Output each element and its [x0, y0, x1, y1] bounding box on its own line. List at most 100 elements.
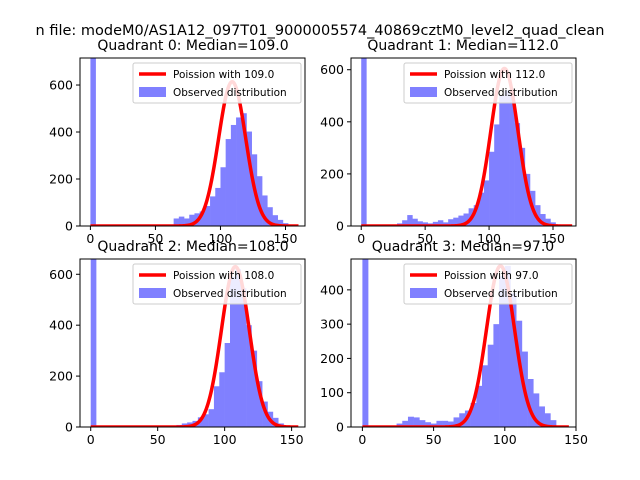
- histogram-bar: [476, 385, 483, 427]
- subplot-title: Quadrant 1: Median=112.0: [367, 38, 558, 54]
- histogram-bar: [90, 259, 97, 427]
- legend-line-label: Poission with 108.0: [173, 270, 274, 282]
- histogram-bar: [178, 216, 185, 226]
- histogram-bar: [504, 90, 510, 226]
- y-tick-label: 200: [320, 166, 344, 181]
- y-tick-label: 400: [320, 114, 344, 129]
- subplot-quadrant-3: Quadrant 3: Median=97.0 0 50 100 150 0 100 200…: [320, 239, 588, 447]
- histogram-bar: [413, 417, 420, 427]
- histogram-bar: [90, 58, 96, 226]
- subplot-title: Quadrant 3: Median=97.0: [372, 239, 554, 255]
- histogram-bar: [425, 422, 432, 427]
- histogram-bar: [215, 187, 221, 226]
- histogram-bar: [219, 372, 225, 427]
- y-tick-label: 200: [49, 369, 73, 384]
- histogram-bar: [204, 206, 211, 226]
- subplot-title: Quadrant 2: Median=108.0: [97, 239, 288, 255]
- y-tick-label: 600: [49, 267, 73, 282]
- histogram-bar: [504, 265, 511, 427]
- legend-bar-swatch: [139, 288, 166, 298]
- histogram-bar: [510, 293, 517, 427]
- histogram-bar: [432, 221, 439, 226]
- histogram-bar: [220, 167, 226, 226]
- histogram-bar: [412, 218, 418, 226]
- legend-box: [403, 62, 573, 104]
- histogram-bar: [173, 218, 180, 226]
- histogram-bar: [224, 343, 231, 427]
- subplot-quadrant-0: Quadrant 0: Median=109.0 0 50 100 150 0 200 40…: [49, 38, 306, 246]
- histogram-bar: [210, 196, 216, 226]
- histogram-bar: [407, 416, 414, 427]
- histogram-bar: [272, 215, 278, 226]
- axes-frame: [350, 258, 577, 428]
- histogram-bar: [236, 117, 242, 226]
- figure-suptitle: n file: modeM0/AS1A12_097T01_9000005574_…: [36, 23, 605, 39]
- histogram-bar: [267, 207, 273, 226]
- y-tick-label: 400: [49, 318, 73, 333]
- histogram-bar: [540, 214, 546, 226]
- poisson-curve: [89, 80, 300, 226]
- histogram-bar: [453, 217, 459, 226]
- axes-frame: [350, 57, 577, 227]
- x-tick-label: 50: [147, 231, 163, 246]
- histogram-bar: [493, 324, 500, 427]
- subplot-quadrant-1: Quadrant 1: Median=112.0 0 50 100 150 0 200 40…: [320, 38, 577, 246]
- x-tick-label: 150: [280, 432, 304, 447]
- x-tick-label: 150: [541, 231, 565, 246]
- histogram-bar: [437, 220, 444, 226]
- histogram-bar: [272, 417, 279, 427]
- histogram-bar: [240, 288, 247, 427]
- legend-bar-label: Observed distribution: [173, 87, 287, 99]
- histogram-bar: [470, 403, 477, 427]
- axes-frame: [79, 57, 306, 227]
- histogram-bar: [524, 173, 531, 226]
- legend-bar-swatch: [410, 87, 437, 97]
- histogram-bar: [246, 325, 252, 427]
- legend-box: [132, 62, 302, 104]
- y-tick-label: 100: [320, 385, 344, 400]
- histogram-bar: [499, 95, 505, 226]
- plot-area: [89, 259, 300, 427]
- histogram-bar: [453, 417, 460, 427]
- x-tick-label: 100: [493, 432, 517, 447]
- histogram-bar: [516, 320, 523, 427]
- histogram-bar: [544, 413, 551, 427]
- legend-bar-label: Observed distribution: [444, 288, 558, 300]
- y-tick-label: 400: [49, 125, 73, 140]
- histogram-bar: [533, 393, 540, 427]
- histogram-bar: [545, 218, 551, 226]
- legend-bar-swatch: [410, 288, 437, 298]
- legend: Poission with 108.0 Observed distribution: [132, 263, 302, 305]
- histogram-bar: [483, 180, 490, 226]
- poisson-curve: [361, 264, 571, 427]
- histogram-bar: [473, 205, 480, 226]
- plot-area: [360, 58, 574, 226]
- legend-bar-label: Observed distribution: [444, 87, 558, 99]
- histogram-bar: [550, 420, 557, 427]
- x-tick-label: 0: [358, 432, 366, 447]
- histogram-bar: [459, 413, 466, 427]
- y-tick-label: 200: [320, 351, 344, 366]
- histogram-bar: [489, 151, 495, 226]
- histogram-bar: [402, 420, 409, 427]
- histogram-bar: [256, 381, 263, 427]
- histogram-bar: [184, 218, 190, 226]
- histogram-bar: [436, 420, 443, 427]
- axes-frame: [79, 258, 306, 428]
- histogram-bar: [277, 219, 284, 226]
- histogram-bar: [241, 113, 247, 226]
- x-tick-label: 50: [426, 432, 442, 447]
- histogram-bar: [251, 350, 258, 427]
- poisson-curve: [89, 264, 300, 427]
- histogram-bar: [213, 386, 220, 427]
- x-tick-label: 100: [209, 231, 233, 246]
- x-tick-label: 0: [86, 231, 94, 246]
- legend-bar-swatch: [139, 87, 166, 97]
- histogram-bar: [256, 176, 263, 226]
- x-tick-label: 100: [213, 432, 237, 447]
- histogram-bar: [246, 131, 252, 226]
- histogram-bar: [447, 421, 454, 427]
- histogram-bar: [361, 58, 367, 226]
- subplot-title: Quadrant 0: Median=109.0: [97, 38, 288, 54]
